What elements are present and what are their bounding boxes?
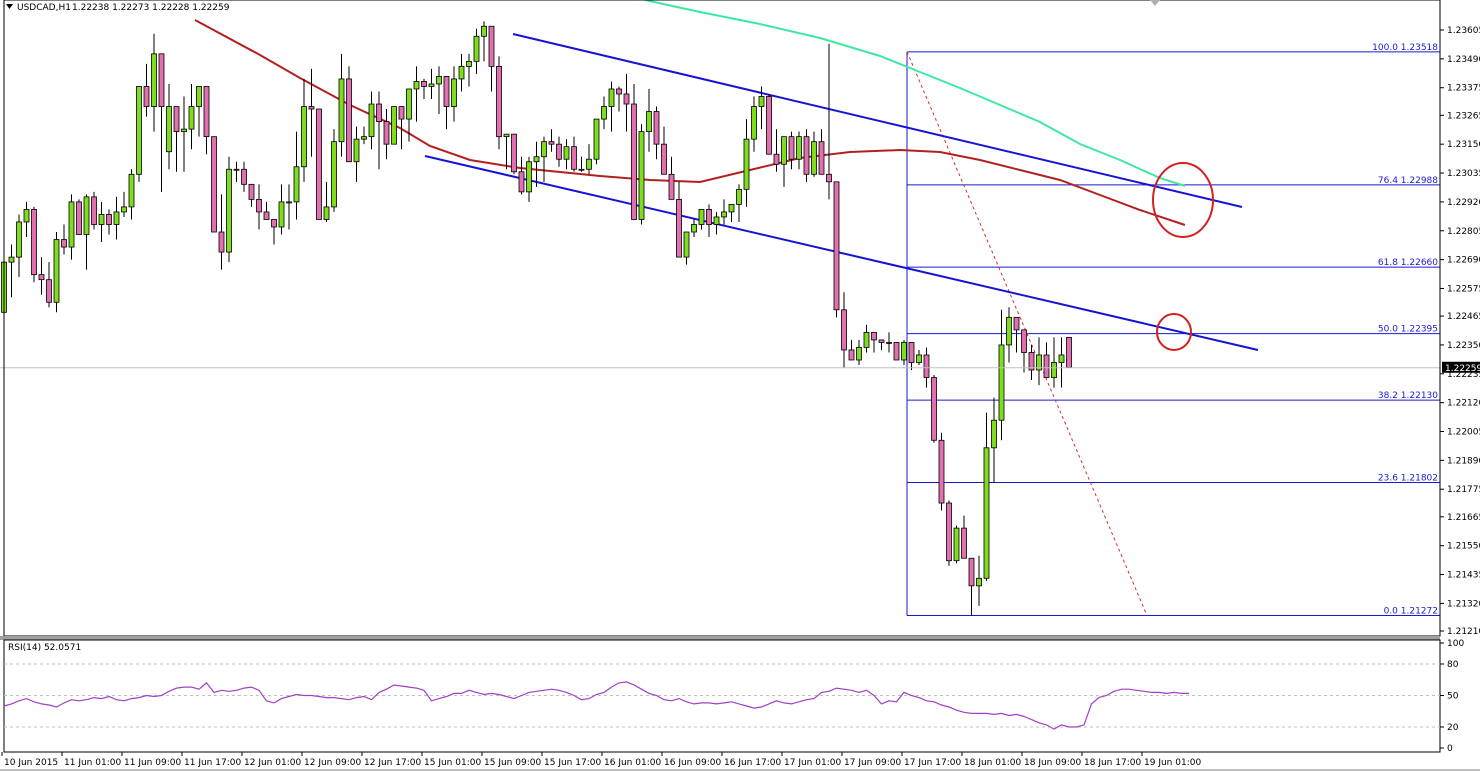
- rsi-tick-label: 50: [1447, 692, 1459, 702]
- time-axis: 10 Jun 2015 11 Jun 01:00 11 Jun 09:00 11 Ju…: [1, 752, 1201, 768]
- rsi-tick-label: 80: [1447, 660, 1459, 670]
- fib-trend-line[interactable]: [906, 51, 1148, 616]
- time-tick-label: 12 Jun 01:00: [244, 758, 301, 768]
- time-tick-label: 17 Jun 09:00: [844, 758, 901, 768]
- price-panel[interactable]: 100.0 1.23518 76.4 1.22988 61.8 1.22660 50.…: [0, 0, 1440, 616]
- price-tick-label: 1.21210: [1447, 627, 1480, 637]
- symbol-label: USDCAD,H1: [17, 3, 71, 13]
- fib-level-label: 50.0 1.22395: [1378, 325, 1438, 335]
- price-tick-label: 1.22350: [1447, 341, 1480, 351]
- price-tick-label: 1.22805: [1447, 227, 1480, 237]
- current-price-value: 1.22259: [1445, 364, 1480, 374]
- price-tick-label: 1.23490: [1447, 55, 1480, 65]
- time-tick-label: 18 Jun 17:00: [1084, 758, 1141, 768]
- price-tick-label: 1.23150: [1447, 140, 1480, 150]
- red-moving-average: [194, 19, 1186, 226]
- chart-header: USDCAD,H1 1.22238 1.22273 1.22228 1.2225…: [6, 3, 230, 13]
- rsi-tick-label: 100: [1447, 639, 1464, 649]
- time-tick-label: 16 Jun 17:00: [724, 758, 781, 768]
- time-tick-label: 15 Jun 01:00: [424, 758, 481, 768]
- moving-averages: [194, 0, 1186, 226]
- time-tick-label: 16 Jun 09:00: [664, 758, 721, 768]
- resistance-circle-lower[interactable]: [1156, 313, 1192, 351]
- price-tick-label: 1.21550: [1447, 542, 1480, 552]
- price-tick-label: 1.22690: [1447, 256, 1480, 266]
- time-tick-label: 18 Jun 09:00: [1024, 758, 1081, 768]
- price-tick-label: 1.21320: [1447, 599, 1480, 609]
- fib-level-label: 23.6 1.21802: [1378, 473, 1438, 483]
- channel-lower-line[interactable]: [424, 155, 1259, 351]
- fib-level-label: 61.8 1.22660: [1378, 258, 1438, 268]
- time-tick-label: 10 Jun 2015: [4, 758, 58, 768]
- trend-channel[interactable]: [424, 33, 1259, 351]
- time-tick-label: 17 Jun 01:00: [784, 758, 841, 768]
- price-tick-label: 1.22465: [1447, 312, 1480, 322]
- price-tick-label: 1.23265: [1447, 111, 1480, 121]
- time-tick-label: 18 Jun 01:00: [964, 758, 1021, 768]
- panel-separator[interactable]: [0, 636, 1440, 640]
- dropdown-arrow-icon[interactable]: [6, 4, 13, 9]
- price-tick-label: 1.23375: [1447, 84, 1480, 94]
- channel-upper-line[interactable]: [512, 33, 1243, 208]
- price-tick-label: 1.23605: [1447, 26, 1480, 36]
- price-tick-label: 1.22120: [1447, 399, 1480, 409]
- annotations[interactable]: [1152, 162, 1214, 351]
- price-axis: 1.23605 1.23490 1.23375 1.23265 1.23150 1.230…: [1440, 26, 1480, 637]
- time-tick-label: 19 Jun 01:00: [1144, 758, 1201, 768]
- price-tick-label: 1.21890: [1447, 456, 1480, 466]
- fib-level-label: 100.0 1.23518: [1372, 43, 1438, 53]
- chart-shift-marker-icon[interactable]: [1150, 0, 1160, 6]
- price-tick-label: 1.22005: [1447, 428, 1480, 438]
- fib-level-label: 38.2 1.22130: [1378, 391, 1438, 401]
- resistance-circle-upper[interactable]: [1152, 162, 1214, 238]
- rsi-panel[interactable]: 100 80 50 20 0: [3, 639, 1464, 754]
- time-tick-label: 12 Jun 17:00: [364, 758, 421, 768]
- time-tick-label: 11 Jun 17:00: [184, 758, 241, 768]
- fib-level-label: 0.0 1.21272: [1384, 606, 1438, 616]
- time-tick-label: 15 Jun 09:00: [484, 758, 541, 768]
- time-tick-label: 17 Jun 17:00: [904, 758, 961, 768]
- green-moving-average: [644, 0, 1186, 187]
- rsi-label: RSI(14) 52.0571: [8, 643, 81, 653]
- price-tick-label: 1.22920: [1447, 198, 1480, 208]
- price-tick-label: 1.22575: [1447, 284, 1480, 294]
- price-tick-label: 1.22235: [1447, 370, 1480, 380]
- rsi-tick-label: 20: [1447, 723, 1459, 733]
- fib-level-label: 76.4 1.22988: [1378, 176, 1438, 186]
- fibonacci-levels[interactable]: 100.0 1.23518 76.4 1.22988 61.8 1.22660 50.…: [906, 43, 1440, 617]
- price-tick-label: 1.21665: [1447, 513, 1480, 523]
- time-tick-label: 11 Jun 01:00: [64, 758, 121, 768]
- price-tick-label: 1.23035: [1447, 169, 1480, 179]
- time-tick-label: 15 Jun 17:00: [544, 758, 601, 768]
- current-price-tag: 1.22259: [1442, 361, 1480, 374]
- rsi-tick-label: 0: [1447, 744, 1453, 754]
- ohlc-values: 1.22238 1.22273 1.22228 1.22259: [72, 3, 230, 13]
- candlesticks: [1, 21, 1072, 616]
- rsi-line: [3, 681, 1189, 730]
- price-tick-label: 1.21775: [1447, 485, 1480, 495]
- time-tick-label: 12 Jun 09:00: [304, 758, 361, 768]
- time-tick-label: 11 Jun 09:00: [124, 758, 181, 768]
- time-tick-label: 16 Jun 01:00: [604, 758, 661, 768]
- price-tick-label: 1.21435: [1447, 571, 1480, 581]
